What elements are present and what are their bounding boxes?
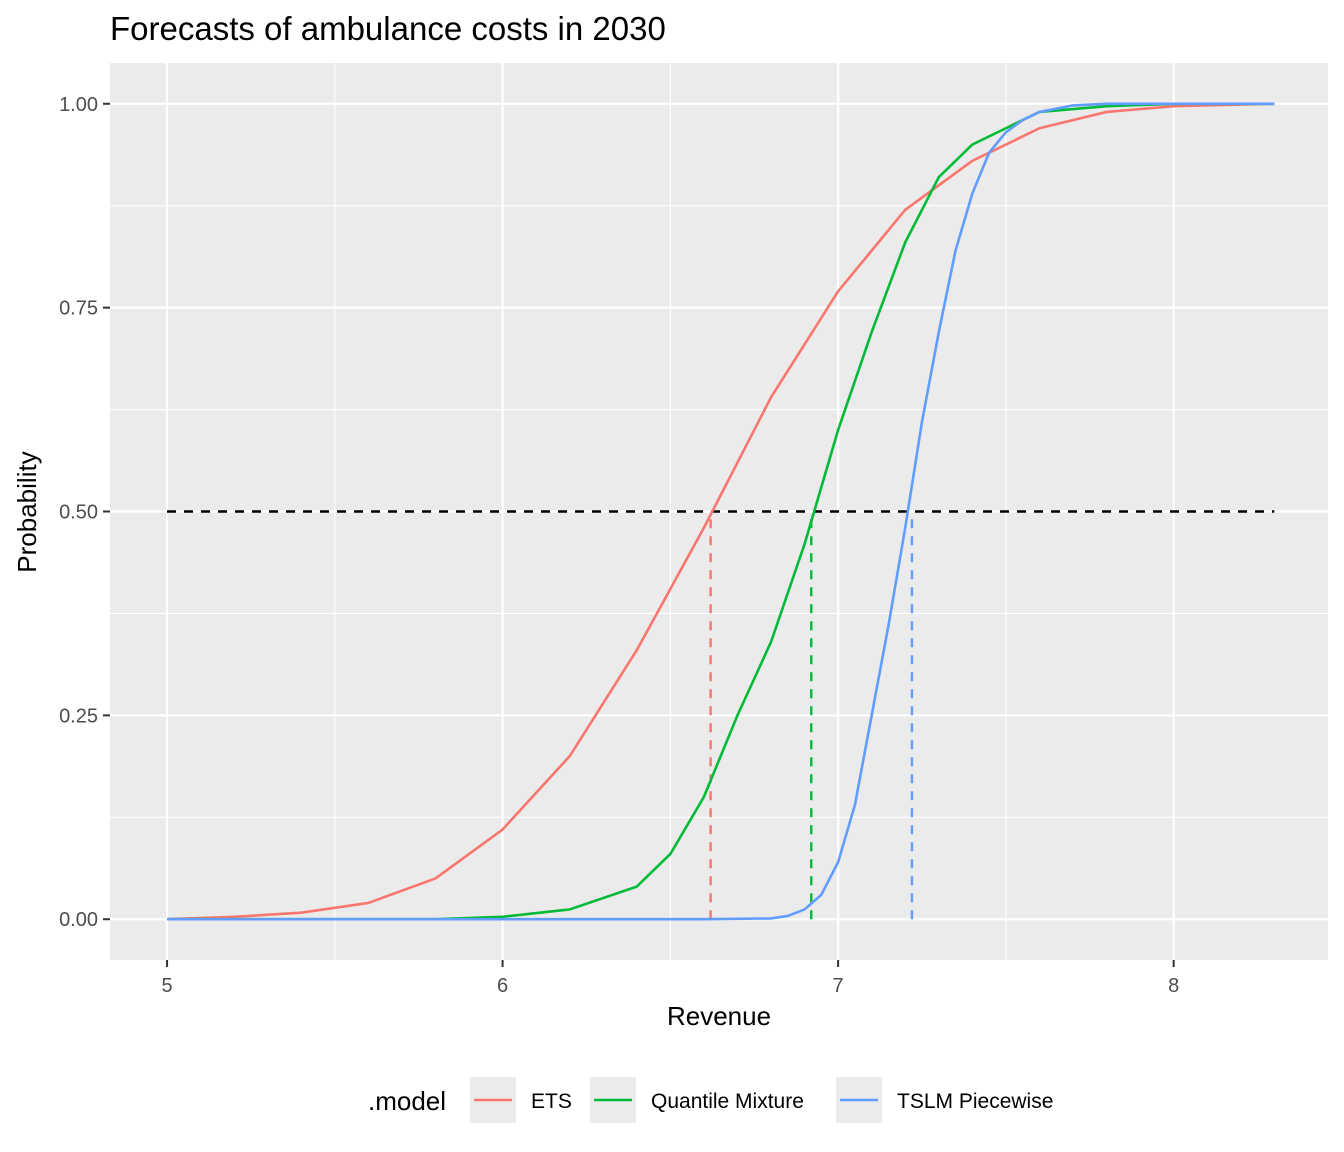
y-axis: 0.00 0.25 0.50 0.75 1.00 [59, 94, 110, 931]
series-lines [166, 102, 1275, 921]
legend-label: Quantile Mixture [651, 1090, 804, 1113]
legend-label: ETS [531, 1090, 572, 1113]
y-tick-label: 0.75 [59, 298, 98, 320]
y-tick-label: 0.25 [59, 705, 98, 727]
chart-title: Forecasts of ambulance costs in 2030 [110, 10, 666, 47]
x-axis-title: Revenue [667, 1001, 771, 1031]
x-tick-label: 6 [497, 975, 508, 997]
y-tick-label: 0.50 [59, 502, 98, 524]
x-tick-label: 8 [1168, 975, 1179, 997]
reference-lines [167, 510, 1275, 920]
legend-title: .model [368, 1086, 446, 1116]
x-tick-label: 5 [161, 975, 172, 997]
series-line [167, 102, 1275, 921]
legend-label: TSLM Piecewise [897, 1090, 1053, 1113]
legend: .model ETS Quantile Mixture TSLM Piecewise [368, 1077, 1053, 1123]
x-axis: 5 6 7 8 [161, 960, 1179, 997]
x-tick-label: 7 [833, 975, 844, 997]
series-line [166, 102, 1275, 921]
y-tick-label: 1.00 [59, 94, 98, 116]
y-axis-title: Probability [12, 451, 42, 572]
y-tick-label: 0.00 [59, 909, 98, 931]
